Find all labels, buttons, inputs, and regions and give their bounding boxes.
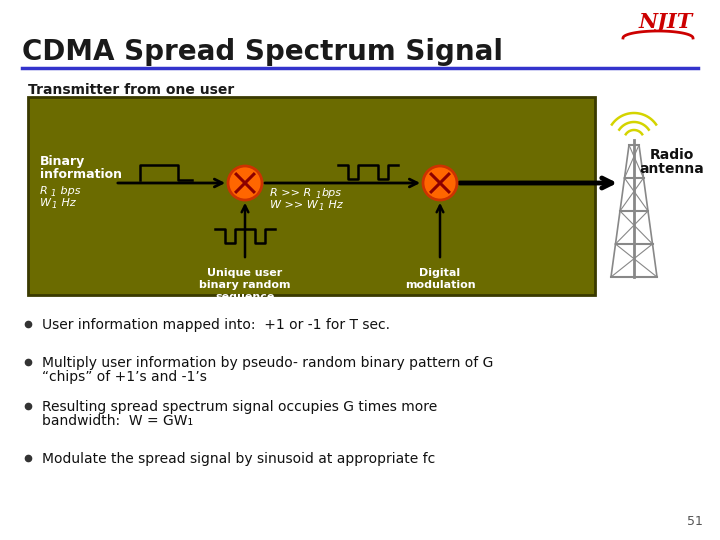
Circle shape [423,166,457,200]
Text: 1: 1 [51,189,56,198]
Text: information: information [40,168,122,181]
Text: CDMA Spread Spectrum Signal: CDMA Spread Spectrum Signal [22,38,503,66]
Text: R: R [40,186,48,196]
Text: 1: 1 [319,203,325,212]
Text: Hz: Hz [58,198,76,208]
Text: binary random: binary random [199,280,291,290]
Text: R >> R: R >> R [270,188,311,198]
Text: Multiply user information by pseudo- random binary pattern of G: Multiply user information by pseudo- ran… [42,356,493,370]
Text: User information mapped into:  +1 or -1 for T sec.: User information mapped into: +1 or -1 f… [42,318,390,332]
Text: 1: 1 [52,201,58,210]
Bar [28,97,595,295]
Text: Unique user: Unique user [207,268,283,278]
Text: modulation: modulation [405,280,475,290]
Text: 1: 1 [316,191,321,200]
Text: antenna: antenna [639,162,704,176]
Circle shape [228,166,262,200]
Text: bandwidth:  W = GW₁: bandwidth: W = GW₁ [42,414,193,428]
Text: Hz: Hz [325,200,343,210]
Text: W >> W: W >> W [270,200,318,210]
Text: W: W [40,198,51,208]
Text: Digital: Digital [420,268,461,278]
Text: “chips” of +1’s and -1’s: “chips” of +1’s and -1’s [42,370,207,384]
Text: Binary: Binary [40,155,85,168]
Text: Radio: Radio [650,148,694,162]
Text: bps: bps [322,188,342,198]
Text: sequence: sequence [215,292,275,302]
Text: Transmitter from one user: Transmitter from one user [28,83,234,97]
Text: 51: 51 [687,515,703,528]
Text: Modulate the spread signal by sinusoid at appropriate fᴄ: Modulate the spread signal by sinusoid a… [42,452,436,466]
Text: NJIT: NJIT [639,12,693,32]
Text: bps: bps [57,186,81,196]
Text: Resulting spread spectrum signal occupies G times more: Resulting spread spectrum signal occupie… [42,400,437,414]
